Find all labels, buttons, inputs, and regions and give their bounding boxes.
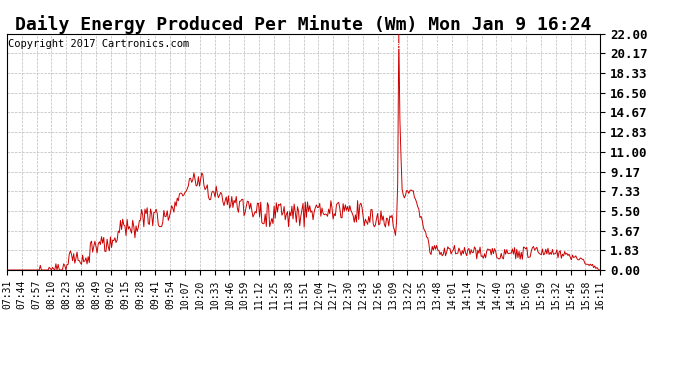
Text: Copyright 2017 Cartronics.com: Copyright 2017 Cartronics.com bbox=[8, 39, 190, 50]
Title: Daily Energy Produced Per Minute (Wm) Mon Jan 9 16:24: Daily Energy Produced Per Minute (Wm) Mo… bbox=[15, 15, 592, 34]
Text: Power Produced  (watts/minute): Power Produced (watts/minute) bbox=[375, 40, 577, 50]
